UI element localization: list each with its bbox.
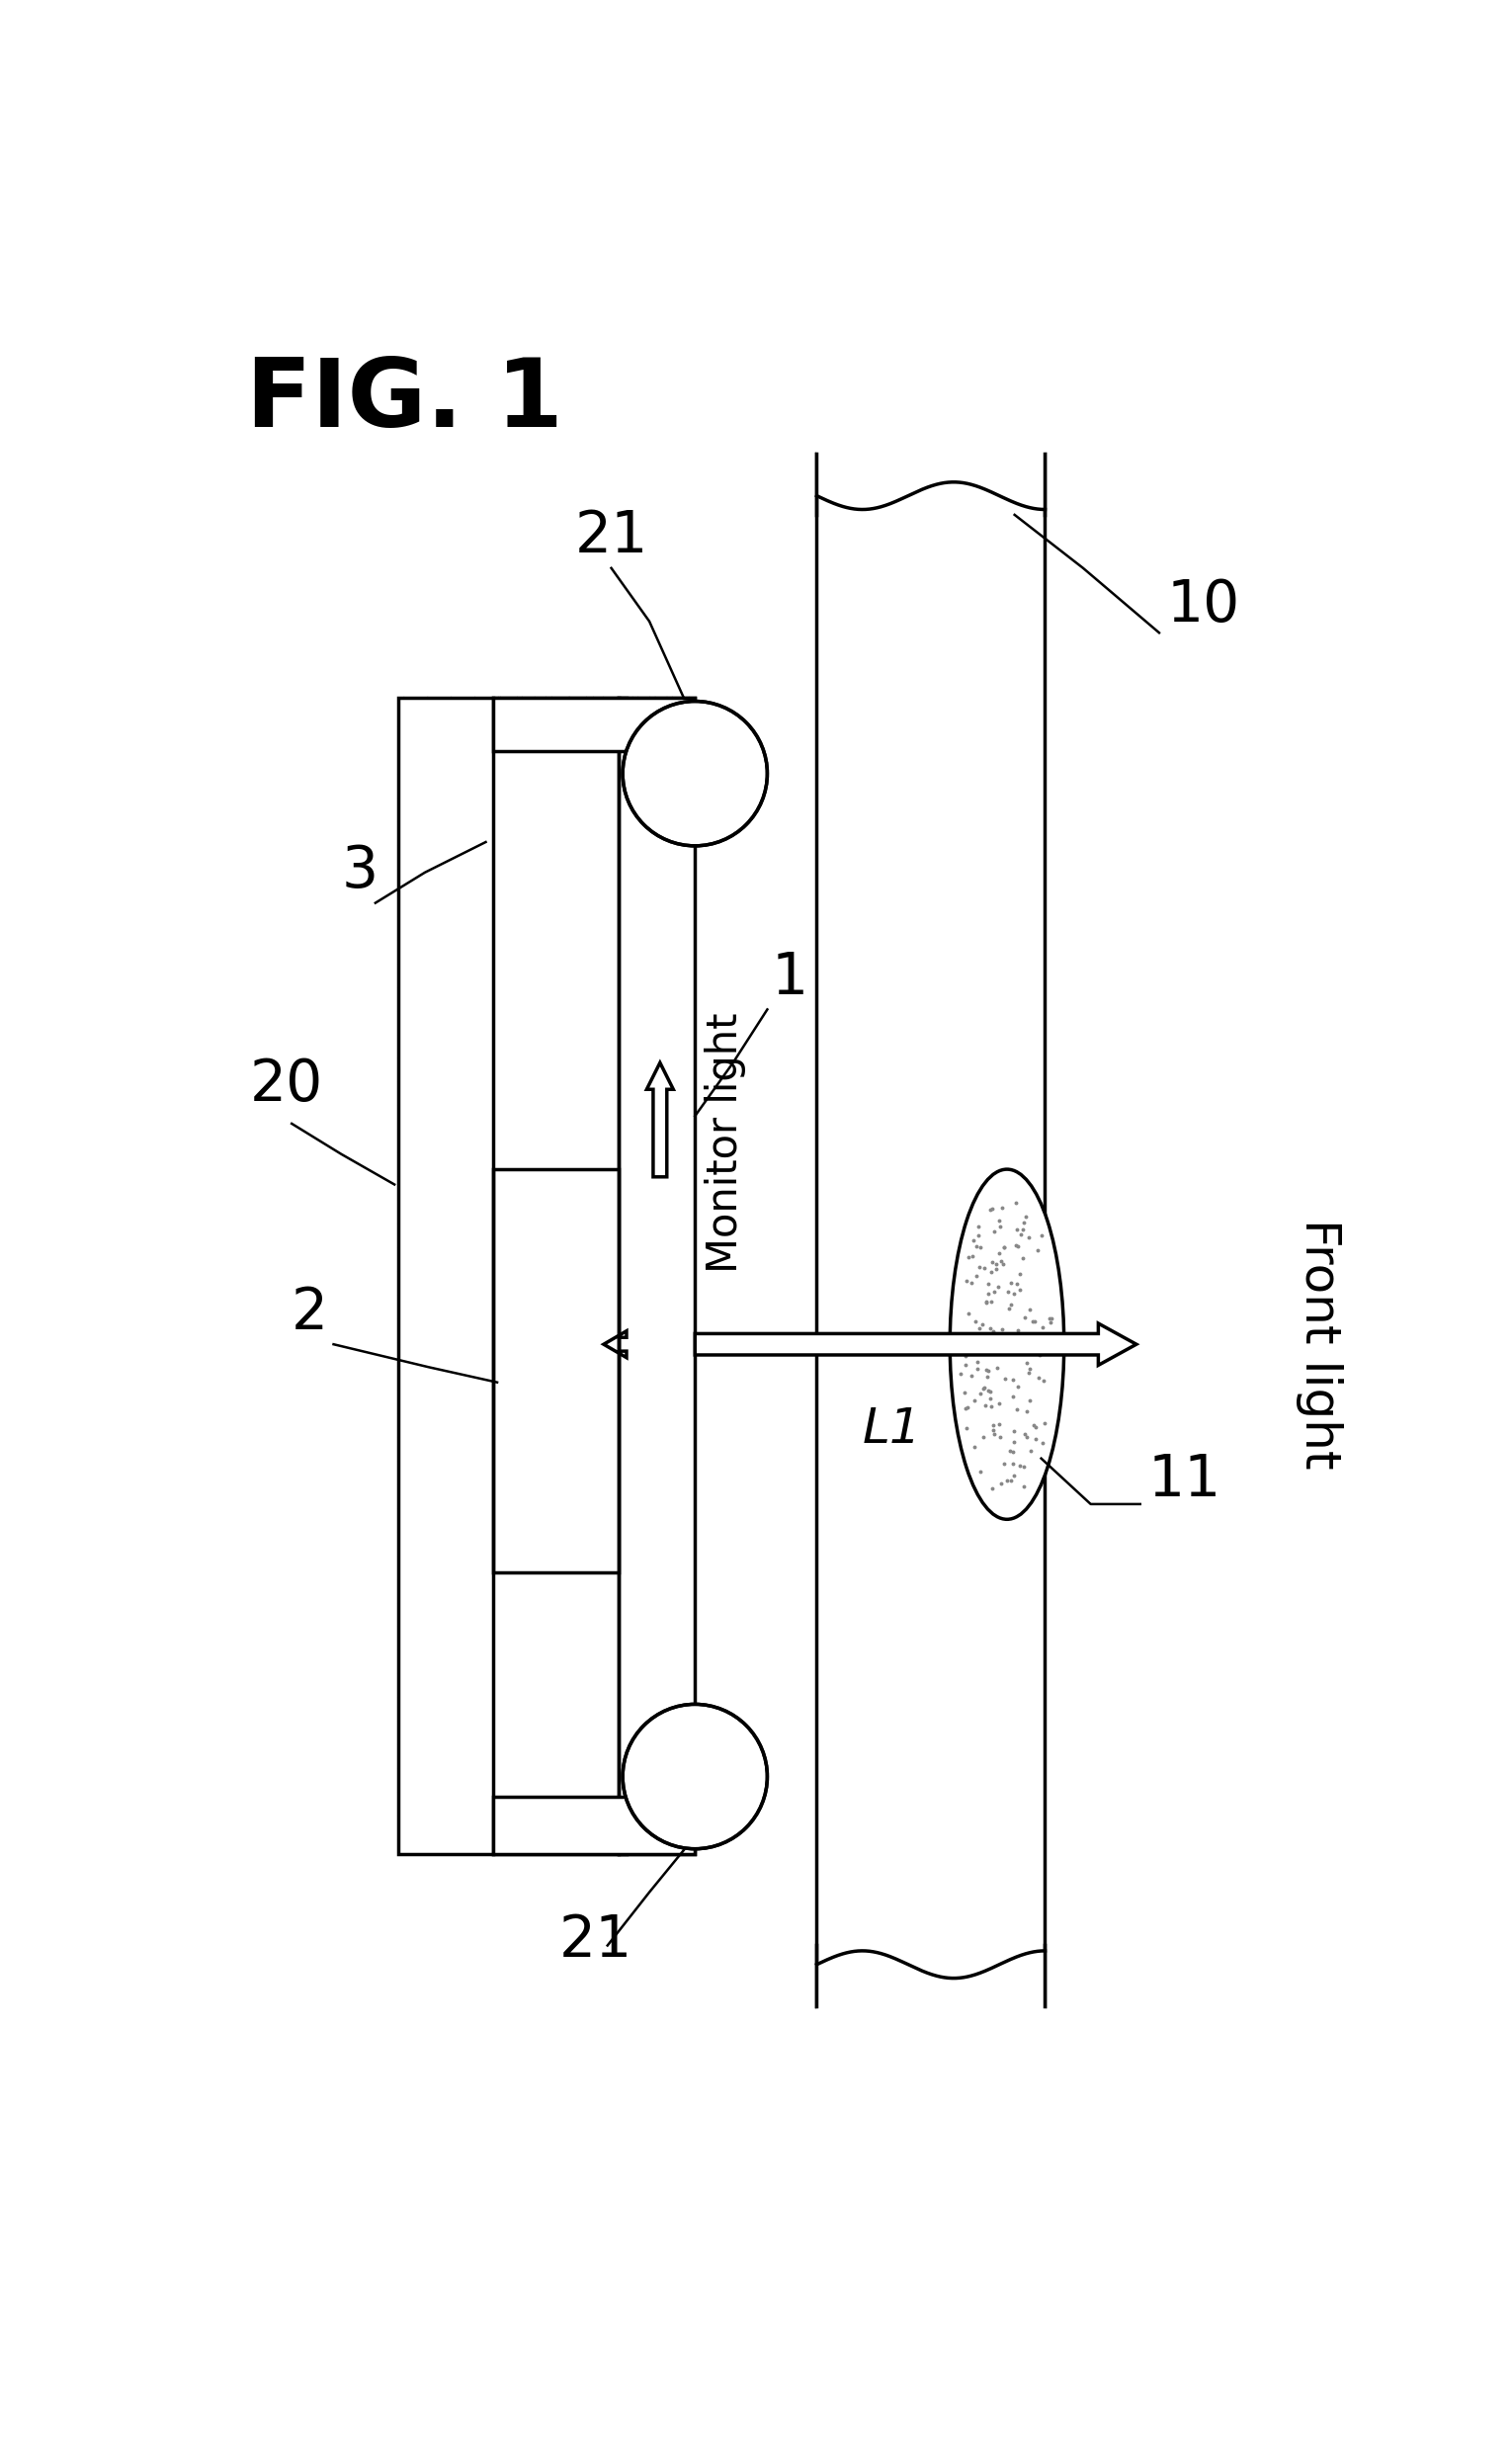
- FancyArrow shape: [603, 1331, 626, 1358]
- Bar: [493, 699, 618, 1853]
- Bar: [398, 699, 626, 1853]
- Text: 20: 20: [249, 1056, 324, 1113]
- Text: 3: 3: [342, 843, 378, 900]
- Ellipse shape: [950, 1169, 1064, 1520]
- Text: 11: 11: [1148, 1451, 1222, 1507]
- Text: L1: L1: [862, 1407, 921, 1453]
- Text: L2: L2: [618, 1390, 677, 1439]
- Circle shape: [623, 701, 767, 846]
- FancyArrow shape: [696, 1324, 1137, 1365]
- Text: 2: 2: [292, 1284, 328, 1341]
- FancyArrow shape: [647, 1064, 673, 1176]
- Bar: [493, 699, 696, 750]
- Text: 21: 21: [575, 507, 649, 564]
- Text: Monitor light: Monitor light: [705, 1012, 747, 1272]
- Bar: [618, 699, 696, 1853]
- Text: FIG. 1: FIG. 1: [246, 355, 562, 446]
- Text: 1: 1: [771, 949, 807, 1005]
- Text: Front light: Front light: [1296, 1218, 1343, 1471]
- Circle shape: [623, 1703, 767, 1848]
- Bar: [816, 453, 1045, 2007]
- Bar: [493, 1169, 618, 1574]
- Bar: [493, 1797, 696, 1853]
- Text: 10: 10: [1167, 576, 1240, 632]
- Text: 21: 21: [559, 1912, 632, 1968]
